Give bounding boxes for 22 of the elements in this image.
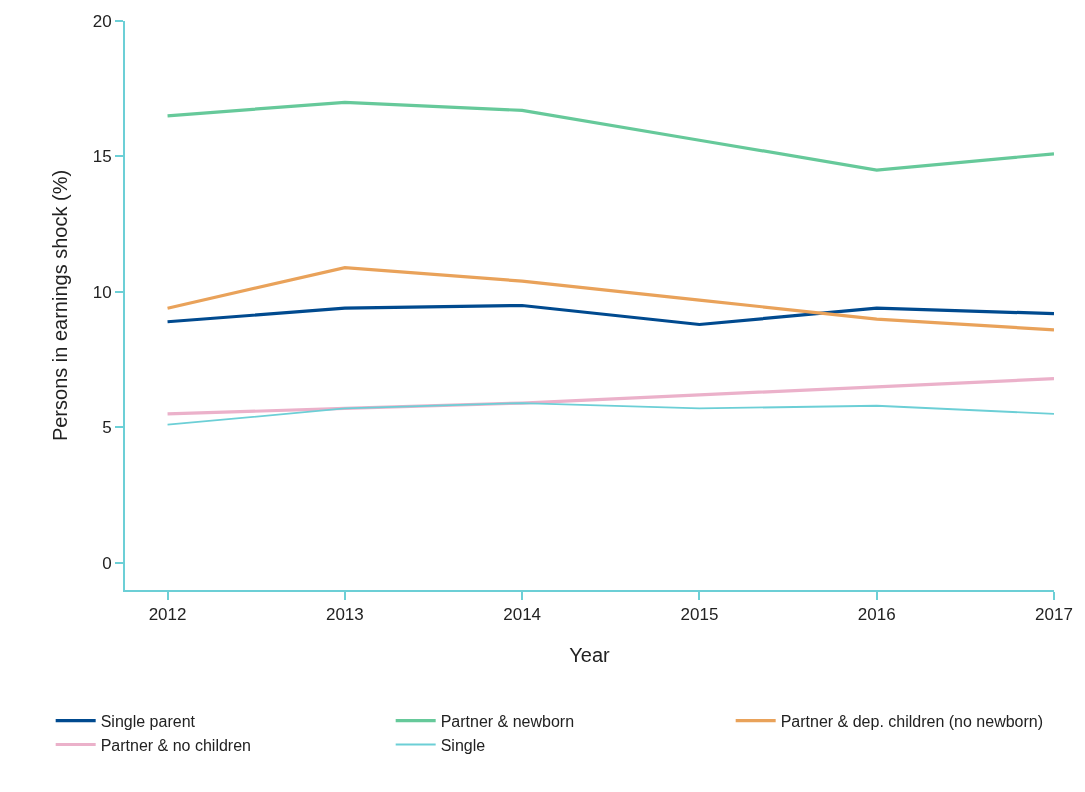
y-tick-label: 15 [92, 147, 112, 167]
line-series [165, 303, 1054, 327]
line-series [165, 265, 1054, 332]
x-tick-label: 2017 [1035, 605, 1073, 625]
x-axis-title: Year [569, 644, 611, 667]
legend-label: Partner & no children [100, 736, 251, 754]
x-tick-label: 2015 [680, 605, 719, 625]
legend-label: Partner & dep. children (no newborn) [780, 712, 1044, 730]
line-series [165, 100, 1054, 172]
x-tick-label: 2016 [857, 605, 896, 625]
y-tick-label: 20 [92, 11, 112, 31]
legend-label: Single [440, 736, 486, 754]
y-tick-label: 0 [102, 553, 112, 573]
y-axis-title: Persons in earnings shock (%) [48, 169, 71, 442]
x-tick-label: 2014 [503, 605, 542, 625]
line-series [166, 402, 1054, 426]
y-tick-label: 10 [92, 282, 112, 302]
y-tick-label: 5 [102, 418, 112, 438]
legend-label: Partner & newborn [440, 712, 575, 730]
legend-label: Single parent [100, 712, 196, 730]
x-tick-label: 2013 [325, 605, 364, 625]
x-tick-label: 2012 [148, 605, 187, 625]
